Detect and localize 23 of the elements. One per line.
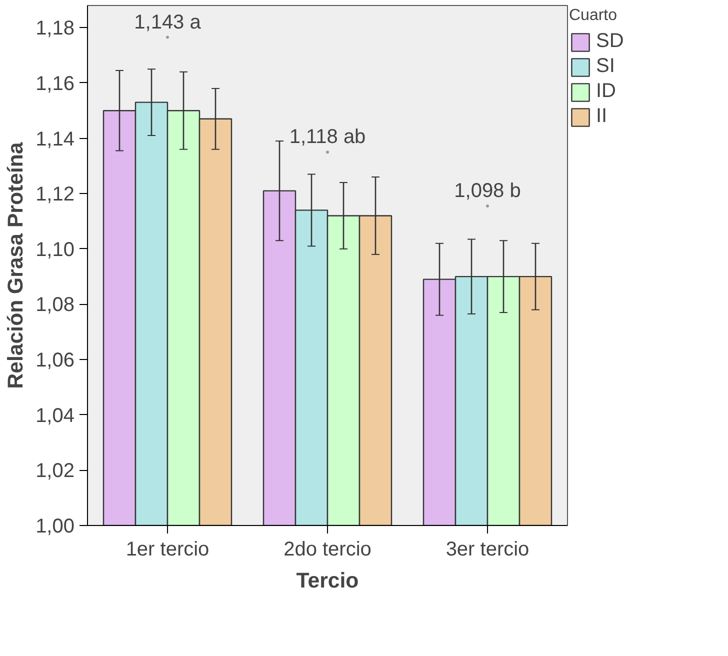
annotation: 1,143 a xyxy=(134,11,202,34)
x-tick-label: 1er tercio xyxy=(126,538,210,560)
legend-label: II xyxy=(596,105,608,128)
y-tick-label: 1,08 xyxy=(36,294,75,316)
y-axis-title: Relación Grasa Proteína xyxy=(4,142,28,389)
x-tick-label: 3er tercio xyxy=(446,538,530,560)
x-axis-title: Tercio xyxy=(296,568,359,592)
legend-label: SD xyxy=(596,30,624,53)
annotation: 1,098 b xyxy=(454,180,521,202)
x-tick-label: 2do tercio xyxy=(284,538,372,560)
y-tick-label: 1,12 xyxy=(36,184,75,206)
legend-label: ID xyxy=(596,80,616,103)
y-tick-label: 1,14 xyxy=(36,128,75,150)
legend-label: SI xyxy=(596,55,616,78)
y-tick-label: 1,10 xyxy=(36,238,75,261)
y-tick-label: 1,06 xyxy=(36,350,75,372)
annotation: 1,118 ab xyxy=(289,126,366,148)
legend-title: Cuarto xyxy=(569,7,618,25)
y-tick-label: 1,00 xyxy=(36,516,75,538)
y-tick-label: 1,02 xyxy=(36,460,75,482)
y-tick-label: 1,16 xyxy=(36,72,75,95)
y-tick-label: 1,04 xyxy=(36,404,75,427)
y-tick-label: 1,18 xyxy=(36,18,75,40)
